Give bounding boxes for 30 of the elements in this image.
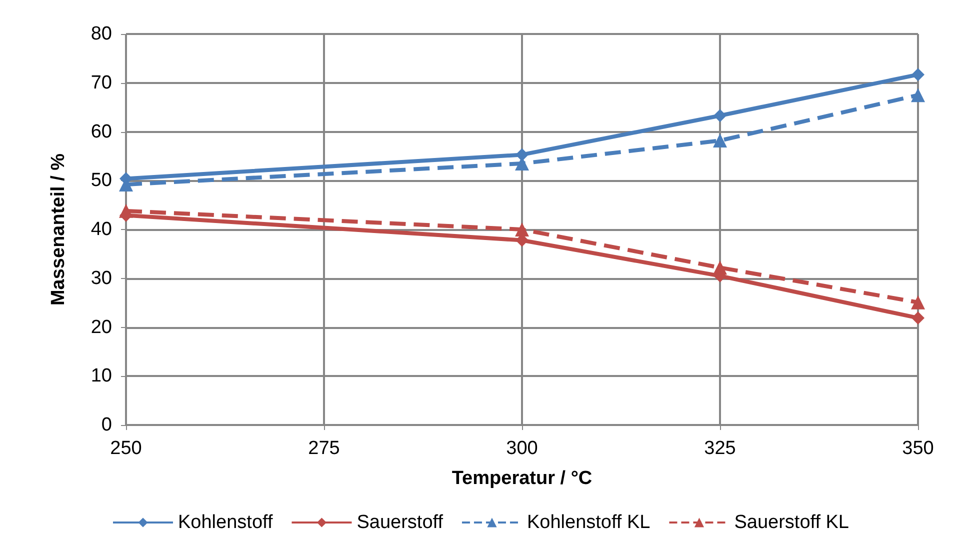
point (119, 204, 133, 218)
y-tick-label: 80 (90, 24, 112, 44)
point (515, 222, 529, 236)
y-tick-label: 70 (90, 72, 112, 94)
point (714, 109, 726, 122)
y-tick-label: 30 (90, 268, 112, 289)
y-tick-label: 20 (90, 316, 112, 338)
x-tick-label: 325 (704, 438, 736, 459)
y-tick-label: 40 (90, 219, 112, 240)
point (516, 148, 528, 162)
legend-label: Sauerstoff (356, 512, 444, 533)
x-tick-label: 275 (308, 438, 340, 459)
legend-label: Sauerstoff KL (734, 512, 850, 533)
point (912, 68, 924, 82)
point (911, 295, 925, 310)
point (911, 88, 925, 102)
point (713, 260, 727, 275)
x-tick-label: 300 (506, 438, 538, 459)
legend-label: Kohlenstoff (178, 512, 274, 533)
point (713, 134, 727, 148)
x-tick-label: 350 (902, 438, 934, 459)
y-tick-label: 50 (90, 170, 112, 192)
y-axis-title: Massenanteil / % (48, 153, 69, 306)
y-tick-label: 10 (90, 366, 112, 387)
y-tick-label: 60 (90, 121, 112, 142)
x-axis-title: Temperatur / °C (452, 468, 592, 489)
y-tick-label: 0 (101, 414, 112, 436)
x-tick-label: 250 (110, 438, 142, 459)
point (912, 311, 924, 324)
legend-label: Kohlenstoff KL (526, 512, 650, 533)
